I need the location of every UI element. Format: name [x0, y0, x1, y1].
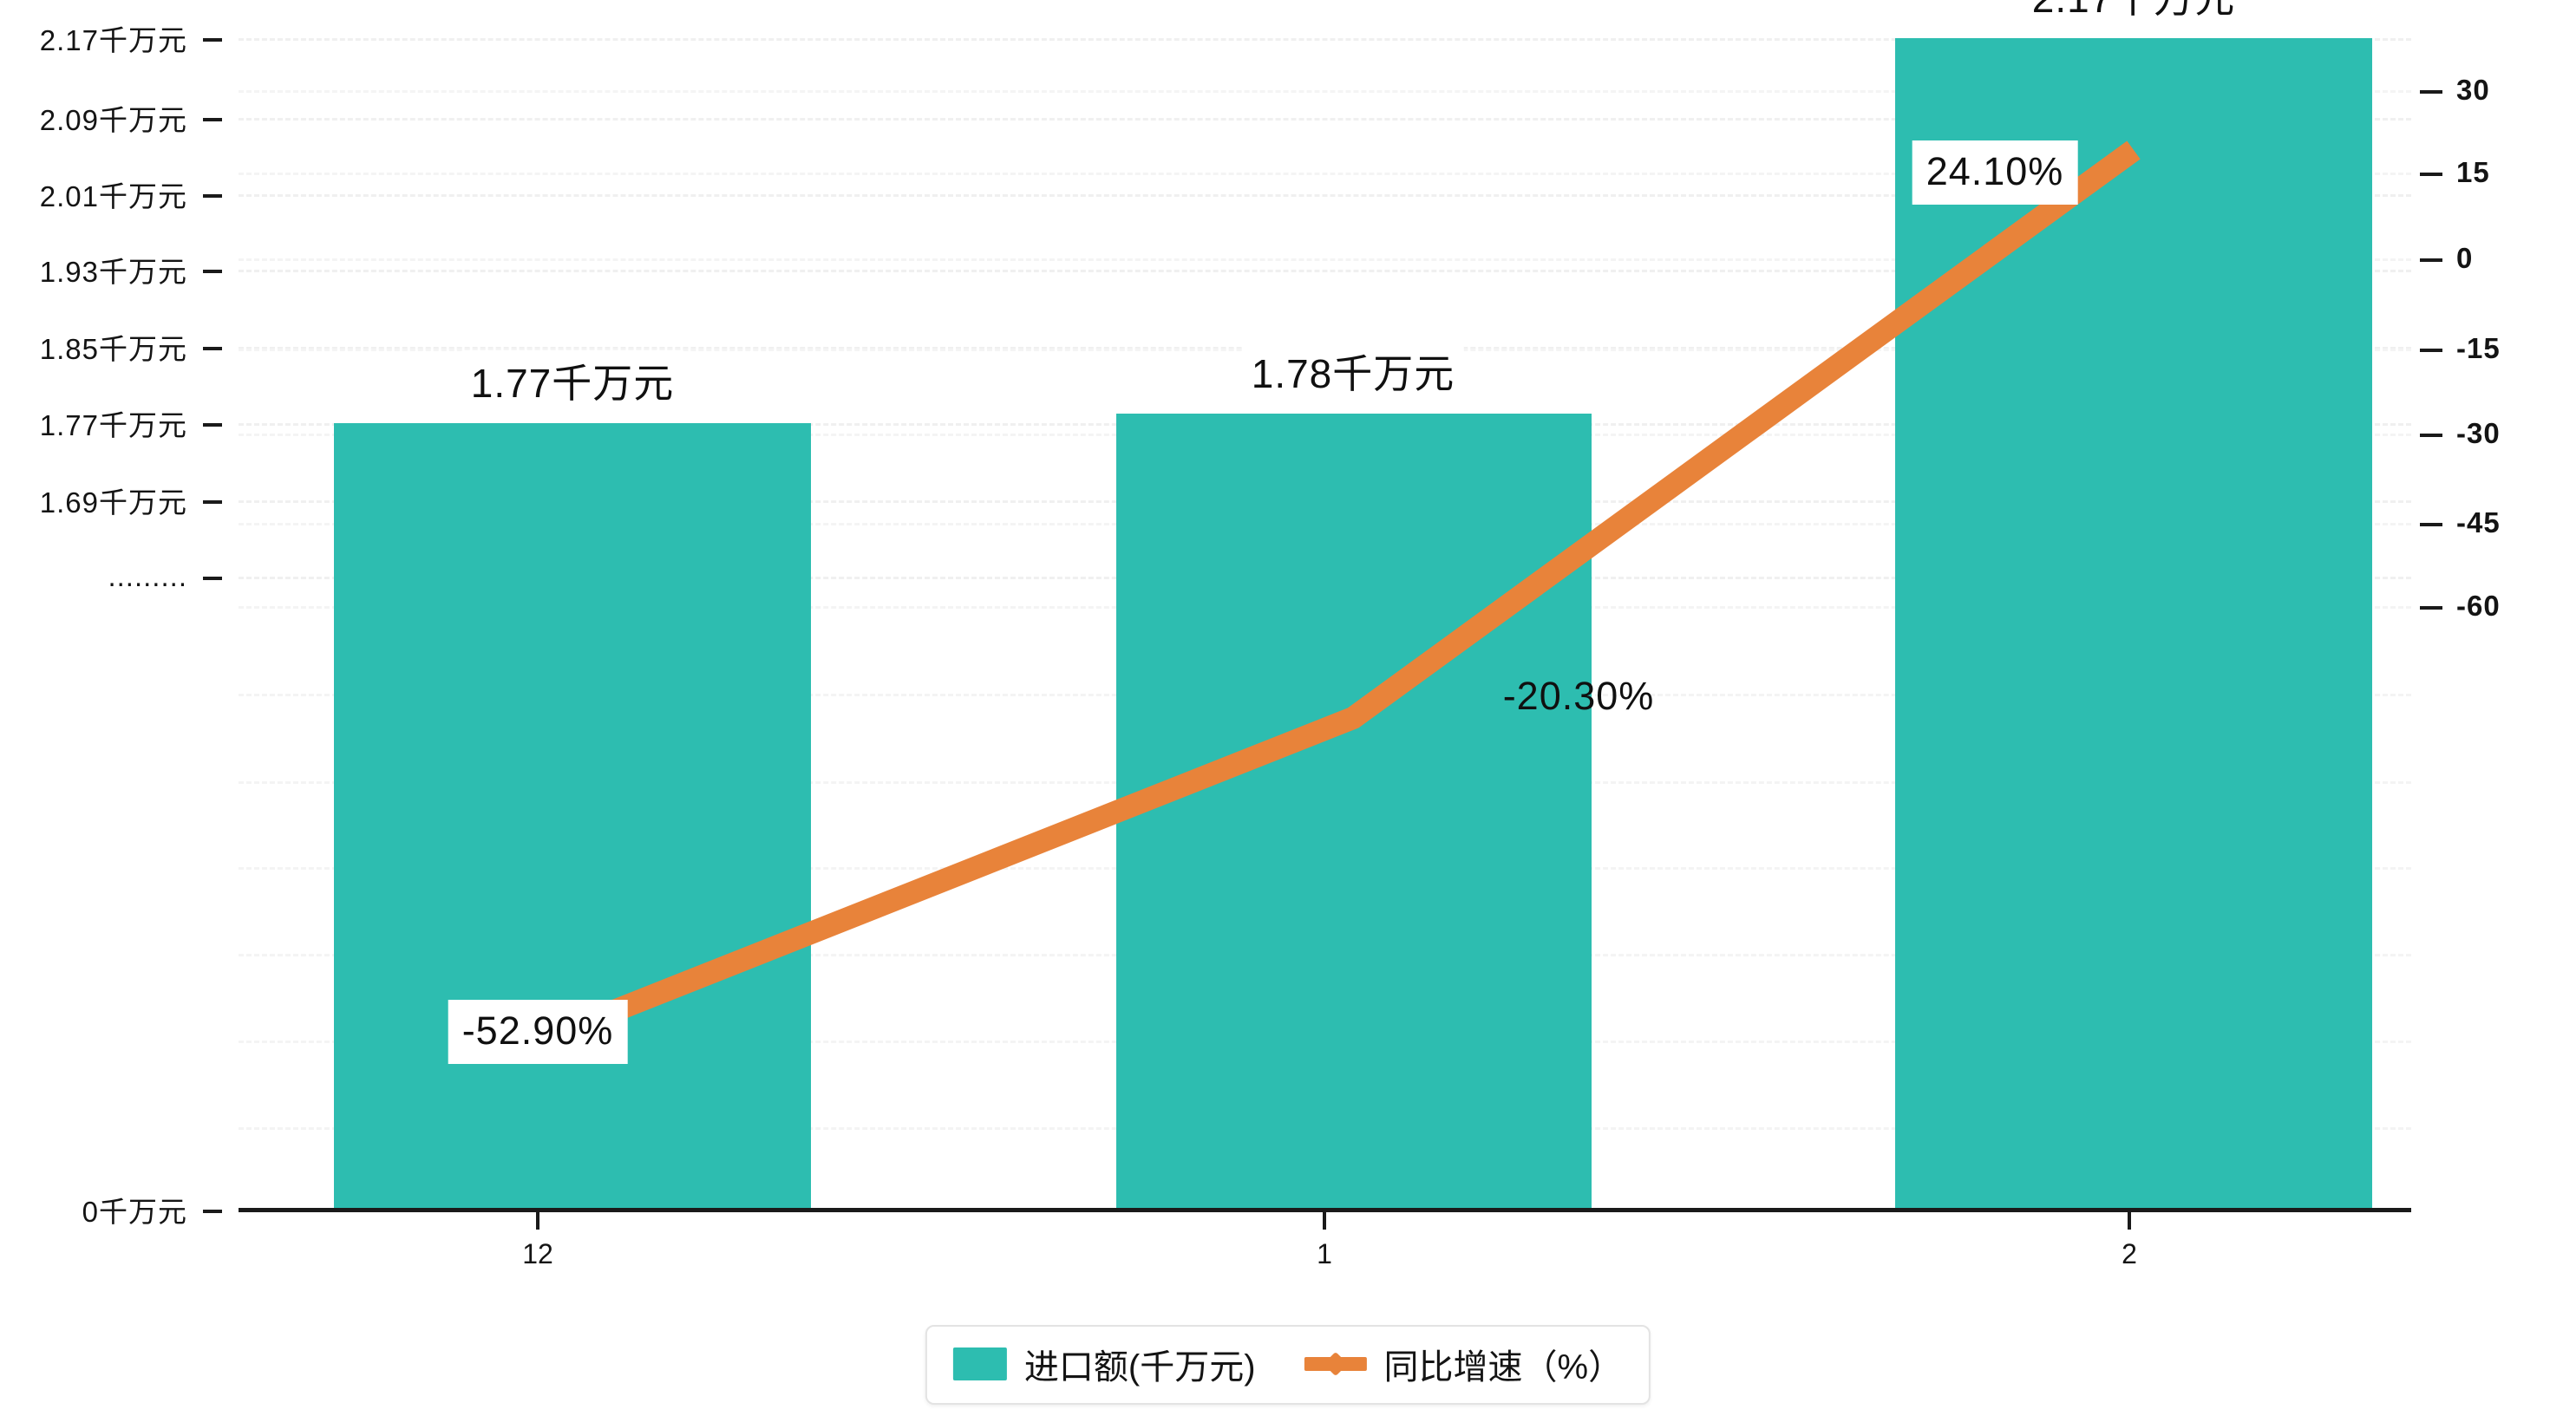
- gridline: [239, 118, 2411, 121]
- legend-bar-swatch-icon: [952, 1347, 1007, 1380]
- left-axis-tick: [203, 347, 222, 350]
- left-axis-label: 0千万元: [82, 1196, 187, 1228]
- left-axis-label: 1.85千万元: [39, 333, 187, 365]
- left-axis-label: 2.01千万元: [39, 180, 187, 212]
- right-axis-label: -15: [2456, 332, 2501, 364]
- right-axis-tick: [2420, 173, 2442, 176]
- gridline: [239, 194, 2411, 197]
- right-axis-tick: [2420, 90, 2442, 94]
- left-axis-label: 1.69千万元: [39, 486, 187, 519]
- x-axis-line: [239, 1208, 2411, 1212]
- plot-area: -52.90% -20.30% 24.10% 1.77千万元 1.78千万元 2.17千…: [239, 0, 2411, 1210]
- left-axis-label: 2.09千万元: [39, 104, 187, 136]
- left-axis-label: .........: [108, 560, 187, 592]
- legend-line-swatch-icon: [1304, 1347, 1367, 1380]
- left-axis-tick: [203, 577, 222, 580]
- left-axis-tick: [203, 1210, 222, 1213]
- left-axis-tick: [203, 423, 222, 427]
- x-axis-tick: [2128, 1210, 2131, 1230]
- x-axis-tick: [536, 1210, 539, 1230]
- right-axis-tick: [2420, 258, 2442, 262]
- legend-label: 进口额(千万元): [1023, 1348, 1256, 1387]
- gridline: [239, 173, 2411, 175]
- left-axis-label: 1.77千万元: [39, 409, 187, 441]
- gridline: [239, 258, 2411, 261]
- gridline: [239, 90, 2411, 93]
- growth-label-1: -20.30%: [1502, 674, 1655, 718]
- right-axis-tick: [2420, 349, 2442, 352]
- right-axis-tick: [2420, 606, 2442, 610]
- right-axis-label: -45: [2456, 506, 2501, 538]
- right-axis-tick: [2420, 434, 2442, 437]
- chart-legend[interactable]: 进口额(千万元) 同比增速（%）: [925, 1325, 1651, 1405]
- right-axis-label: -60: [2456, 590, 2501, 622]
- bar-1[interactable]: [1116, 414, 1592, 1210]
- left-axis-tick: [203, 194, 222, 198]
- right-axis-label: 15: [2456, 156, 2490, 188]
- left-axis-tick: [203, 270, 222, 273]
- legend-label: 同比增速（%）: [1383, 1348, 1624, 1387]
- right-axis-tick: [2420, 523, 2442, 526]
- bar-value-label-12: 1.77千万元: [461, 350, 683, 413]
- x-axis-label-2: 2: [2122, 1238, 2137, 1269]
- growth-label-12: -52.90%: [448, 1000, 628, 1064]
- growth-line-path: [568, 140, 2141, 1039]
- growth-line-series: [568, 140, 2141, 1039]
- gridline: [239, 270, 2411, 272]
- left-axis-label: 2.17千万元: [39, 24, 187, 56]
- right-axis-label: 30: [2456, 74, 2490, 106]
- legend-item-import-value[interactable]: 进口额(千万元): [952, 1339, 1256, 1389]
- left-axis-tick: [203, 38, 222, 42]
- x-axis-label-1: 1: [1317, 1238, 1332, 1269]
- bar-12[interactable]: [334, 423, 811, 1210]
- bar-value-label-1: 1.78千万元: [1242, 341, 1464, 403]
- left-axis-tick: [203, 118, 222, 121]
- left-axis-label: 1.93千万元: [39, 256, 187, 288]
- x-axis-tick: [1323, 1210, 1326, 1230]
- bar-2[interactable]: [1895, 38, 2372, 1210]
- legend-item-growth-rate[interactable]: 同比增速（%）: [1304, 1339, 1624, 1389]
- left-axis-tick: [203, 500, 222, 504]
- gridline: [239, 38, 2411, 41]
- x-axis-label-12: 12: [522, 1238, 553, 1269]
- right-axis-label: -30: [2456, 417, 2501, 449]
- legend-diamond-marker-icon: [1323, 1351, 1348, 1377]
- bar-value-label-2: 2.17千万元: [2023, 0, 2245, 28]
- right-axis-label: 0: [2456, 242, 2474, 274]
- growth-label-2: 24.10%: [1912, 140, 2078, 205]
